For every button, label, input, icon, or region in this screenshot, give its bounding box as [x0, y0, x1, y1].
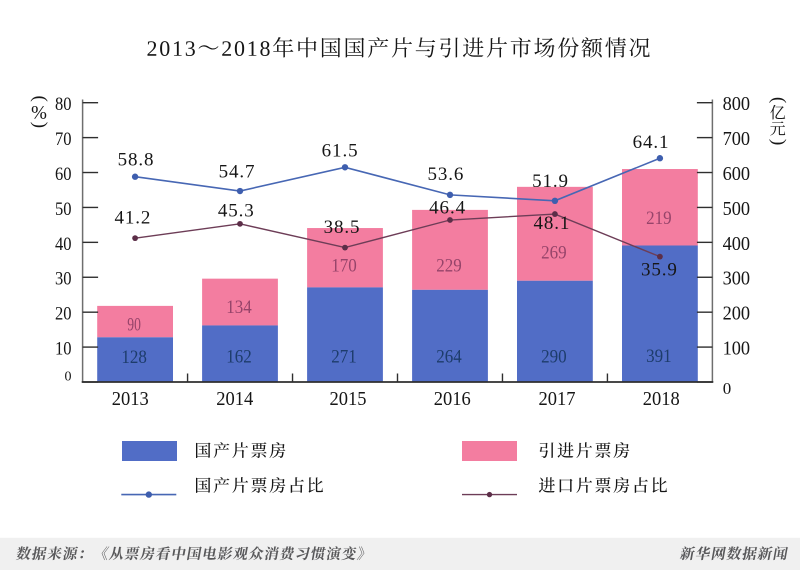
svg-text:2014: 2014: [216, 388, 253, 410]
svg-text:35.9: 35.9: [641, 259, 678, 280]
svg-text:0: 0: [723, 379, 732, 398]
svg-text:64.1: 64.1: [633, 132, 670, 153]
svg-text:20: 20: [55, 304, 72, 325]
svg-text:229: 229: [436, 257, 462, 277]
svg-text:300: 300: [723, 268, 751, 290]
svg-text:162: 162: [226, 348, 252, 368]
svg-text:2018: 2018: [643, 388, 680, 410]
svg-text:2016: 2016: [434, 388, 471, 410]
svg-text:219: 219: [646, 209, 672, 229]
svg-text:80: 80: [55, 94, 72, 115]
svg-text:700: 700: [723, 128, 751, 150]
svg-text:128: 128: [121, 348, 147, 368]
svg-text:264: 264: [436, 348, 462, 368]
svg-text:2017: 2017: [539, 388, 576, 410]
svg-text:30: 30: [55, 269, 72, 290]
svg-text:50: 50: [55, 199, 72, 220]
svg-text:58.8: 58.8: [118, 150, 155, 171]
svg-text:60: 60: [55, 164, 72, 185]
svg-text:38.5: 38.5: [324, 217, 361, 238]
svg-text:61.5: 61.5: [322, 141, 359, 162]
svg-text:45.3: 45.3: [218, 201, 255, 222]
svg-text:2013: 2013: [112, 388, 149, 410]
svg-text:41.2: 41.2: [114, 207, 151, 228]
svg-text:40: 40: [55, 234, 72, 255]
svg-text:70: 70: [55, 129, 72, 150]
svg-text:800: 800: [723, 93, 751, 115]
svg-text:100: 100: [723, 338, 751, 360]
svg-text:48.1: 48.1: [533, 213, 570, 234]
svg-text:51.9: 51.9: [532, 171, 569, 192]
svg-text:391: 391: [646, 347, 672, 367]
svg-text:0: 0: [65, 369, 72, 384]
svg-text:54.7: 54.7: [219, 162, 256, 183]
svg-text:10: 10: [55, 339, 72, 360]
svg-text:500: 500: [723, 198, 751, 220]
svg-text:2015: 2015: [330, 388, 367, 410]
svg-text:53.6: 53.6: [427, 164, 464, 185]
svg-text:200: 200: [723, 303, 751, 325]
svg-text:134: 134: [226, 298, 252, 318]
svg-text:290: 290: [541, 348, 567, 368]
svg-text:170: 170: [331, 256, 357, 276]
svg-text:400: 400: [723, 233, 751, 255]
svg-text:600: 600: [723, 163, 751, 185]
svg-text:269: 269: [541, 243, 567, 263]
svg-text:46.4: 46.4: [429, 198, 466, 219]
svg-text:271: 271: [331, 348, 357, 368]
svg-text:90: 90: [127, 316, 141, 336]
